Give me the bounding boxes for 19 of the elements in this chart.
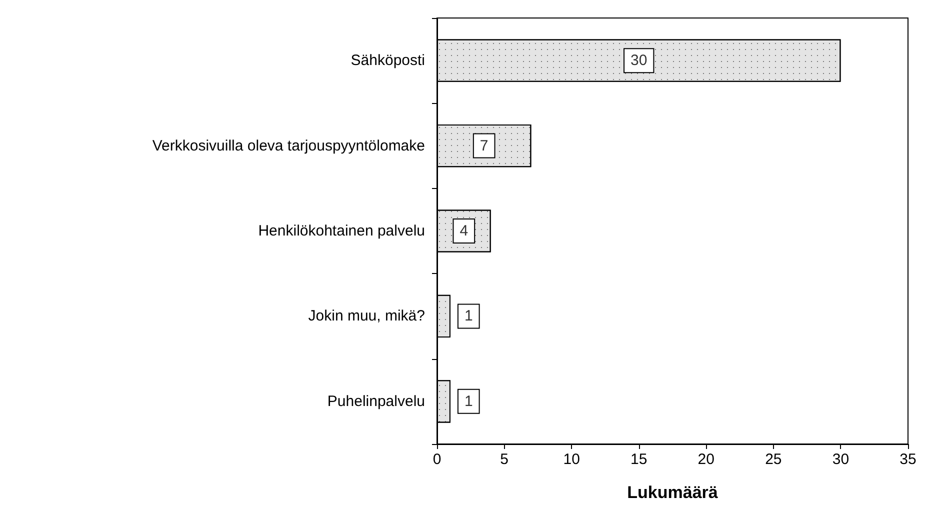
x-tick-label: 20 <box>698 451 714 468</box>
x-tick-label: 10 <box>563 451 580 468</box>
data-label: 7 <box>480 137 488 154</box>
data-label: 30 <box>630 52 648 70</box>
data-label: 1 <box>464 308 473 325</box>
x-tick-label: 0 <box>432 451 442 468</box>
x-tick-label: 15 <box>630 451 648 468</box>
x-tick-label: 30 <box>832 451 850 468</box>
x-tick-label: 35 <box>900 451 916 468</box>
x-axis-title: Lukumäärä <box>627 483 718 502</box>
data-label: 1 <box>464 392 473 410</box>
y-tick-label: Sähköposti <box>350 52 425 70</box>
y-tick-label: Verkkosivuilla oleva tarjouspyyntölomake <box>152 137 425 154</box>
data-label: 4 <box>460 222 468 240</box>
x-tick-label: 5 <box>500 451 508 468</box>
y-tick-label: Jokin muu, mikä? <box>308 308 425 325</box>
y-tick-label: Henkilökohtainen palvelu <box>258 222 425 240</box>
x-tick-label: 25 <box>765 451 782 468</box>
y-tick-label: Puhelinpalvelu <box>327 392 425 410</box>
